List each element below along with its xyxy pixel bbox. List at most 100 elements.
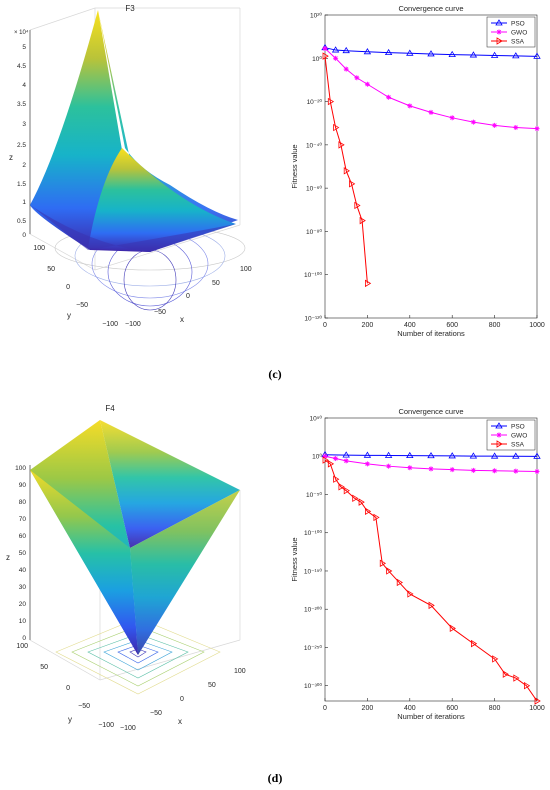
- z-tick: 4: [22, 82, 26, 89]
- legend-label: PSO: [511, 424, 525, 431]
- data-point: [384, 451, 393, 458]
- x-axis-label: x: [180, 315, 184, 324]
- data-point: [363, 48, 372, 55]
- series-line: [324, 56, 368, 284]
- y-tick: −100: [98, 722, 114, 729]
- chart-title: Convergence curve: [398, 407, 463, 416]
- y-axis-label: y: [67, 311, 71, 320]
- data-point: [333, 55, 339, 61]
- data-point: [534, 697, 541, 705]
- data-point: [322, 456, 329, 464]
- data-point: [449, 467, 455, 473]
- data-point: [327, 97, 335, 106]
- data-point: [448, 452, 456, 459]
- x-tick: 0: [186, 293, 190, 300]
- z-tick: 0: [22, 635, 26, 642]
- y-tick-label: 10⁻³⁰⁰: [304, 682, 322, 690]
- surface-f4-back-right: [100, 420, 240, 548]
- data-point: [490, 452, 499, 459]
- data-point: [513, 125, 519, 131]
- surface-f4-shade: [130, 490, 240, 655]
- legend: PSO GWO SSA: [486, 419, 536, 451]
- x-ticks-f4: −100 −50 0 50 100: [120, 668, 246, 732]
- y-tick: 0: [66, 685, 70, 692]
- series-ssa: [322, 456, 541, 705]
- data-point: [496, 432, 502, 438]
- data-point: [533, 452, 541, 459]
- x-ticks-f3: −100 −50 0 50 100: [125, 266, 252, 328]
- x-tick: 100: [240, 266, 252, 273]
- series-gwo: [322, 46, 540, 132]
- z-tick: 3: [22, 121, 26, 128]
- axis-box-back-top: [29, 7, 240, 31]
- z-tick: 60: [19, 533, 27, 540]
- y-tick-label: 10⁻¹⁰⁰: [304, 271, 322, 279]
- y-tick-label: 10⁵⁰: [309, 415, 322, 423]
- z-tick: 1: [22, 199, 26, 206]
- data-point: [342, 451, 350, 458]
- data-point: [428, 109, 434, 115]
- x-tick-label: 800: [489, 322, 501, 329]
- y-tick: −100: [102, 321, 118, 328]
- data-point: [496, 29, 502, 35]
- legend-label: SSA: [511, 442, 525, 449]
- data-point: [322, 46, 328, 52]
- y-tick: 100: [16, 643, 28, 650]
- data-point: [343, 66, 349, 72]
- y-tick: 100: [33, 245, 45, 252]
- chart-title: Convergence curve: [398, 4, 463, 13]
- y-ticks-f3: 100 50 0 −50 −100: [33, 245, 118, 328]
- data-point: [384, 48, 393, 56]
- legend-label: GWO: [511, 433, 527, 440]
- floor-contours-f4: [55, 617, 221, 695]
- data-point: [386, 94, 392, 100]
- y-tick-label: 10⁻¹²⁰: [304, 315, 322, 323]
- y-tick-label: 10⁻²⁰: [307, 98, 323, 106]
- data-point: [364, 507, 372, 516]
- z-tick: 0.5: [17, 218, 26, 225]
- data-point: [342, 46, 350, 54]
- convergence-chart-d: 0 200 400 600 800 1000 10⁵⁰ 10⁰ 10⁻⁵⁰ 10⁻¹⁰⁰ 10⁻¹⁵…: [290, 407, 545, 721]
- z-exponent: × 10⁴: [14, 29, 29, 36]
- y-tick: −50: [76, 302, 88, 309]
- series-line: [324, 454, 538, 457]
- data-point: [428, 601, 435, 610]
- legend-label: GWO: [511, 30, 527, 37]
- data-point: [331, 46, 340, 53]
- z-tick: 100: [15, 465, 26, 472]
- x-tick-label: 0: [323, 322, 327, 329]
- z-tick: 40: [19, 567, 27, 574]
- data-point: [322, 52, 329, 60]
- data-point: [495, 19, 503, 26]
- x-tick-label: 600: [446, 322, 458, 329]
- data-point: [448, 50, 456, 58]
- data-point: [406, 451, 414, 459]
- plot-area: [324, 14, 538, 319]
- x-tick: 50: [212, 280, 220, 287]
- legend-label: SSA: [511, 39, 525, 46]
- data-point: [338, 141, 345, 149]
- data-point: [496, 440, 503, 448]
- panel-label-d: (d): [268, 771, 283, 785]
- data-point: [533, 52, 541, 59]
- data-point: [343, 458, 349, 464]
- x-tick-label: 800: [489, 705, 501, 712]
- x-tick: 0: [180, 696, 184, 703]
- data-point: [428, 466, 434, 472]
- z-tick: 30: [19, 584, 27, 591]
- surface-f3-inner-ridge: [88, 148, 236, 252]
- data-point: [354, 75, 360, 81]
- data-point: [396, 578, 403, 587]
- data-point: [333, 475, 340, 483]
- data-point: [352, 494, 359, 503]
- y-tick-label: 10⁻⁵⁰: [306, 491, 322, 499]
- y-tick: 50: [40, 664, 48, 671]
- y-tick-label: 10⁻²⁰⁰: [304, 606, 322, 614]
- data-point: [386, 567, 393, 575]
- data-point: [427, 50, 435, 57]
- z-tick: 2.5: [17, 142, 26, 149]
- y-axis-label: y: [68, 715, 72, 724]
- z-tick: 10: [19, 618, 27, 625]
- data-point: [534, 469, 540, 475]
- data-point: [327, 460, 335, 468]
